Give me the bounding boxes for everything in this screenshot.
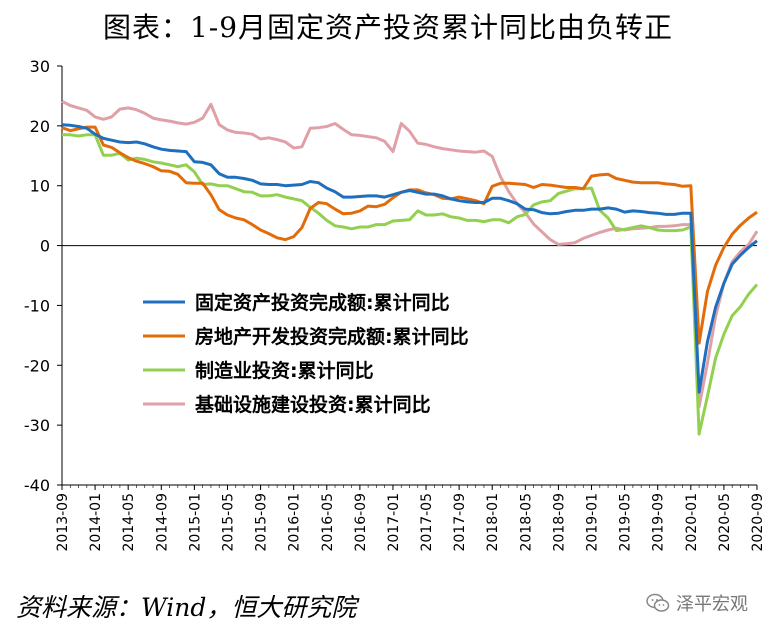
x-tick-label: 2015-09	[254, 493, 270, 552]
x-tick-label: 2015-05	[220, 493, 236, 552]
x-tick-label: 2018-05	[518, 493, 534, 552]
y-tick-label: -20	[24, 356, 50, 375]
y-tick-label: 10	[30, 177, 50, 196]
x-tick-label: 2017-09	[452, 493, 468, 552]
x-tick-label: 2017-01	[386, 493, 402, 552]
x-tick-label: 2016-09	[353, 493, 369, 552]
x-tick-label: 2014-01	[88, 493, 104, 552]
series-line-manufacturing	[62, 133, 759, 436]
x-tick-label: 2016-01	[287, 493, 303, 552]
y-tick-label: 0	[40, 237, 50, 256]
watermark: 泽平宏观	[646, 590, 748, 616]
x-tick-label: 2013-09	[55, 493, 71, 552]
x-tick-label: 2019-01	[585, 493, 601, 552]
legend-label-realestate: 房地产开发投资完成额:累计同比	[195, 325, 469, 348]
x-tick-label: 2018-01	[485, 493, 501, 552]
series-line-infrastructure	[61, 99, 759, 409]
series-line-fixed	[61, 123, 758, 394]
legend-label-infrastructure: 基础设施建设投资:累计同比	[194, 393, 431, 416]
x-tick-label: 2020-05	[717, 493, 733, 552]
legend-label-manufacturing: 制造业投资:累计同比	[195, 359, 374, 382]
x-tick-label: 2014-09	[154, 493, 170, 552]
source-note: 资料来源：Wind，恒大研究院	[16, 593, 357, 622]
x-tick-label: 2018-09	[551, 493, 567, 552]
y-tick-label: 20	[30, 117, 50, 136]
wechat-icon	[646, 593, 670, 612]
y-tick-label: 30	[30, 57, 50, 76]
x-tick-label: 2019-05	[618, 493, 634, 552]
x-tick-label: 2017-05	[419, 493, 435, 552]
x-tick-label: 2019-09	[651, 493, 667, 552]
legend-label-fixed: 固定资产投资完成额:累计同比	[195, 291, 450, 314]
y-tick-label: -40	[24, 476, 50, 495]
watermark-text: 泽平宏观	[676, 594, 748, 615]
x-tick-label: 2015-01	[187, 493, 203, 552]
x-tick-label: 2020-09	[750, 493, 766, 552]
y-tick-label: -30	[24, 416, 50, 435]
y-tick-label: -10	[24, 296, 50, 315]
chart-title: 图表：1-9月固定资产投资累计同比由负转正	[102, 11, 674, 44]
x-tick-label: 2020-01	[684, 493, 700, 552]
x-tick-label: 2016-05	[320, 493, 336, 552]
x-tick-label: 2014-05	[121, 493, 137, 552]
